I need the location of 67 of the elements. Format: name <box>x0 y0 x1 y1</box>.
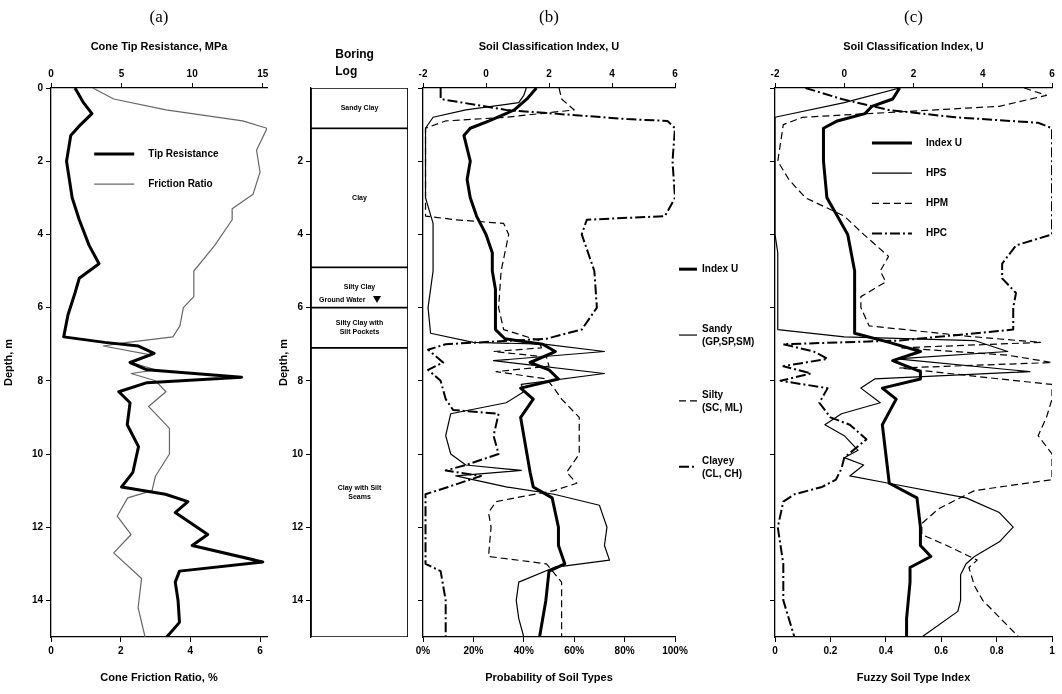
x2-axis-title: Cone Tip Resistance, MPa <box>90 39 229 52</box>
chart-title: (c) <box>904 7 923 27</box>
y-tick-label: 4 <box>297 228 304 240</box>
y-tick-label: 14 <box>291 594 304 606</box>
legend-label: Clayey (CL, CH) <box>702 454 742 479</box>
x-tick-label: 0% <box>415 644 431 656</box>
chart-title: Boring Log <box>335 47 374 79</box>
chart-title: (b) <box>539 7 559 27</box>
x-tick-label: 0.4 <box>878 644 894 656</box>
y-tick-label: 2 <box>297 154 304 166</box>
x2-tick-label: 2 <box>910 67 917 79</box>
x2-tick-label: 15 <box>257 67 269 79</box>
x-tick-label: 2 <box>117 644 124 656</box>
x-tick-label: 40% <box>513 644 534 656</box>
legend-label: HPM <box>925 197 949 209</box>
y-tick-label: 6 <box>297 301 304 313</box>
chart-title: (a) <box>149 7 169 27</box>
y-tick-label: 8 <box>297 374 304 386</box>
y-tick-label: 4 <box>37 228 44 240</box>
x-tick-label: 0.2 <box>823 644 838 656</box>
y-tick-label: 10 <box>31 447 44 459</box>
x2-tick-label: -2 <box>770 67 780 79</box>
x2-tick-label: 2 <box>546 67 553 79</box>
y-tick-label: 0 <box>37 81 44 93</box>
legend-label: HPS <box>925 166 947 178</box>
y-tick-label: 2 <box>37 154 44 166</box>
y-tick-label: 12 <box>291 520 304 532</box>
x-tick-label: 6 <box>257 644 264 656</box>
y-tick-label: 10 <box>291 447 304 459</box>
legend-label: Silty (SC, ML) <box>702 388 743 413</box>
legend-label: Index U <box>925 136 963 148</box>
x2-tick-label: 4 <box>979 67 986 79</box>
legend-label: Index U <box>702 262 739 274</box>
x2-tick-label: 6 <box>1049 67 1056 79</box>
y-tick-label: 8 <box>37 374 44 386</box>
x2-tick-label: 10 <box>186 67 199 79</box>
x-tick-label: 60% <box>564 644 585 656</box>
y-tick-label: 12 <box>31 520 44 532</box>
x-axis-title: Fuzzy Soil Type Index <box>856 671 972 684</box>
y-tick-label: 14 <box>31 594 44 606</box>
x-tick-label: 80% <box>614 644 635 656</box>
legend-label: Friction Ratio <box>148 177 213 189</box>
x-tick-label: 0.6 <box>934 644 949 656</box>
x2-tick-label: 0 <box>48 67 55 79</box>
x-tick-label: 0.8 <box>989 644 1004 656</box>
legend-label: HPC <box>925 227 948 239</box>
x-tick-label: 0 <box>48 644 55 656</box>
x-tick-label: 0 <box>772 644 779 656</box>
x2-tick-label: 5 <box>118 67 125 79</box>
legend-label: Tip Resistance <box>148 147 220 159</box>
x-tick-label: 4 <box>187 644 194 656</box>
x-axis-title: Cone Friction Ratio, % <box>100 671 218 684</box>
x2-tick-label: 4 <box>609 67 616 79</box>
x2-tick-label: -2 <box>418 67 428 79</box>
y-tick-label: 6 <box>37 301 44 313</box>
x-tick-label: 100% <box>662 644 688 656</box>
legend-label: Sandy (GP,SP,SM) <box>702 322 755 347</box>
x2-tick-label: 6 <box>672 67 679 79</box>
y-axis-title: Depth, m <box>1 338 14 387</box>
y-axis-title: Depth, m <box>276 338 289 387</box>
x-tick-label: 20% <box>463 644 484 656</box>
x2-tick-label: 0 <box>841 67 848 79</box>
x-tick-label: 1 <box>1049 644 1056 656</box>
x2-tick-label: 0 <box>483 67 490 79</box>
x-axis-title: Probability of Soil Types <box>485 671 613 684</box>
x2-axis-title: Soil Classification Index, U <box>843 39 984 52</box>
x2-axis-title: Soil Classification Index, U <box>478 39 620 52</box>
